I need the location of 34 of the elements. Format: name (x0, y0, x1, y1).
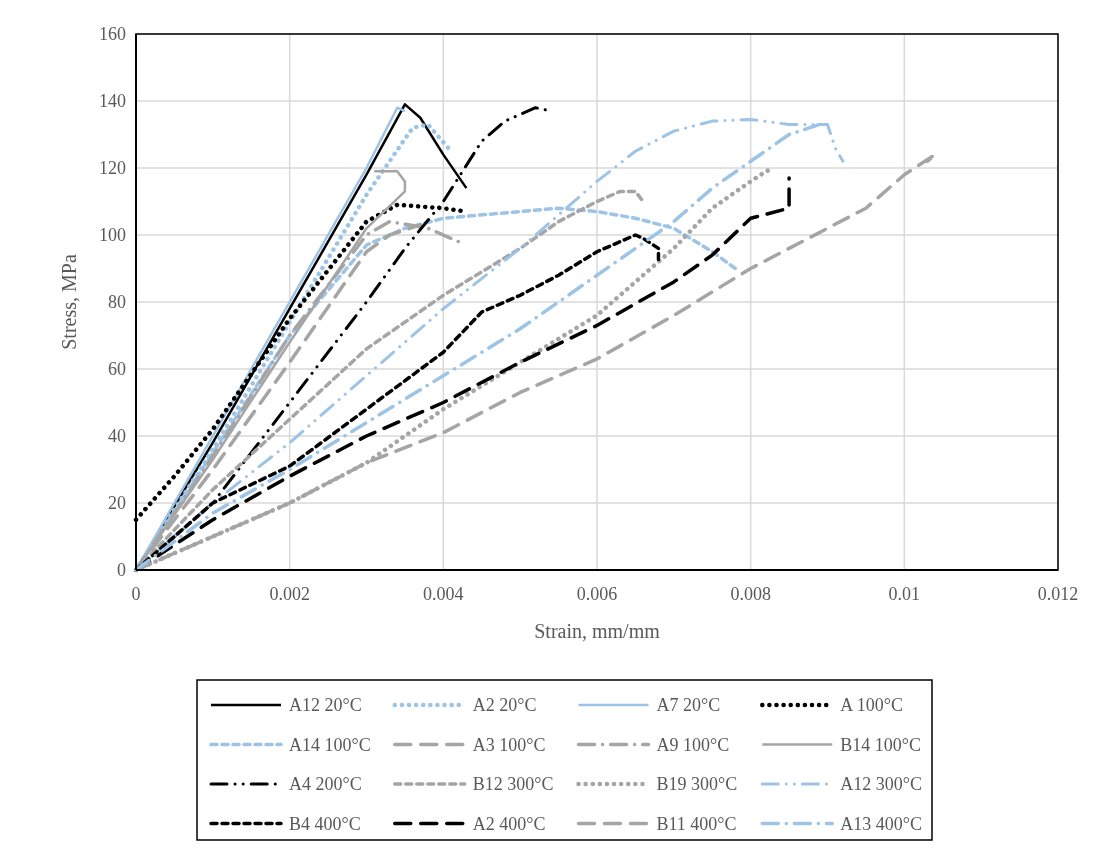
y-tick-label: 0 (117, 560, 126, 581)
x-tick-label: 0.01 (888, 584, 921, 604)
legend-label: A7 20°C (656, 695, 721, 716)
legend-label: B14 100°C (840, 734, 921, 755)
x-tick-label: 0.004 (423, 584, 464, 604)
legend-label: A12 300°C (840, 774, 922, 795)
x-tick-label: 0.012 (1037, 584, 1079, 604)
legend-label: A12 20°C (289, 695, 362, 716)
x-tick-label: 0.002 (269, 584, 310, 604)
y-tick-label: 120 (99, 158, 126, 179)
x-axis-title: Strain, mm/mm (534, 620, 661, 642)
legend-label: A3 100°C (472, 734, 546, 755)
x-tick-label: 0 (131, 584, 141, 604)
legend-label: A4 200°C (289, 774, 362, 795)
y-tick-label: 140 (99, 91, 126, 112)
legend-label: B19 300°C (656, 774, 738, 795)
y-tick-label: 80 (108, 292, 126, 313)
x-tick-label: 0.006 (576, 584, 618, 604)
y-tick-label: 60 (108, 359, 126, 380)
x-tick-label: 0.008 (730, 584, 771, 604)
y-tick-label: 40 (108, 426, 126, 447)
y-tick-label: 100 (99, 225, 126, 246)
legend-label: A14 100°C (289, 734, 371, 755)
legend-label: A13 400°C (840, 813, 922, 834)
legend-label: A2 400°C (472, 813, 546, 834)
legend-label: A2 20°C (472, 695, 537, 716)
legend-label: A 100°C (840, 695, 903, 716)
legend-label: B11 400°C (656, 813, 737, 834)
y-axis-title: Stress, MPa (58, 254, 80, 350)
y-tick-label: 20 (108, 493, 126, 514)
legend-label: B4 400°C (289, 813, 361, 834)
y-tick-label: 160 (99, 24, 126, 45)
legend-label: A9 100°C (656, 734, 730, 755)
legend-label: B12 300°C (472, 774, 554, 795)
